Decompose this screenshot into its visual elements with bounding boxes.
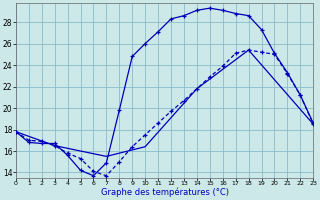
- X-axis label: Graphe des températures (°C): Graphe des températures (°C): [100, 188, 228, 197]
